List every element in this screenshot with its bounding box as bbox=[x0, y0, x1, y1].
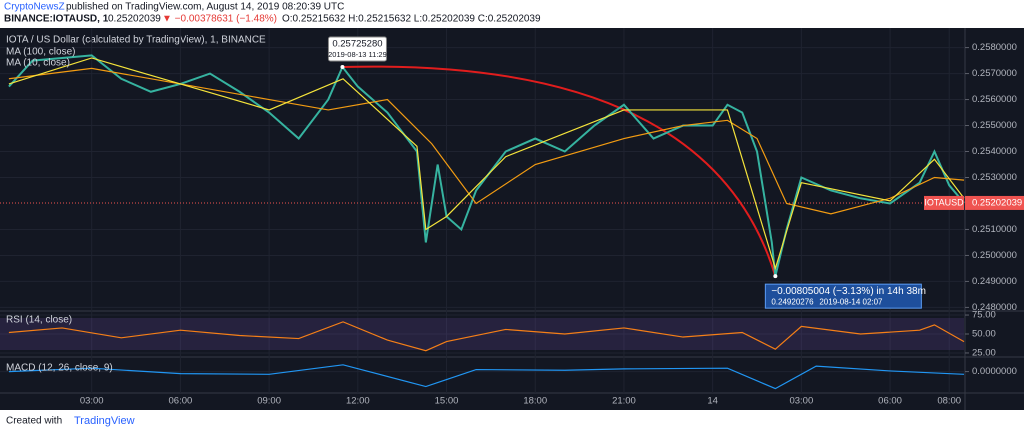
legend-entry: MA (100, close) bbox=[6, 47, 75, 58]
ohlc: O:0.25215632 H:0.25215632 L:0.25202039 C… bbox=[282, 14, 541, 25]
y-tick-label: 0.2500000 bbox=[972, 250, 1017, 261]
price-tag-value: 0.25202039 bbox=[972, 197, 1022, 208]
x-tick-label: 03:00 bbox=[80, 396, 104, 407]
x-tick-label: 09:00 bbox=[257, 396, 281, 407]
peak-point bbox=[340, 65, 345, 70]
y-tick-label: 0.2530000 bbox=[972, 172, 1017, 183]
footer-brand[interactable]: TradingView bbox=[74, 415, 135, 427]
legend-entry: MACD (12, 26, close, 9) bbox=[6, 363, 113, 374]
low-point bbox=[773, 274, 778, 279]
y-tick-label: 75.00 bbox=[972, 310, 996, 321]
change: ▼ −0.00378631 (−1.48%) bbox=[162, 14, 277, 25]
published: published on TradingView.com, August 14,… bbox=[66, 2, 344, 13]
legend-entry: RSI (14, close) bbox=[6, 315, 72, 326]
price-tag-value-box bbox=[965, 195, 1024, 210]
legend-entry: MA (10, close) bbox=[6, 58, 70, 69]
y-tick-label: 0.0000000 bbox=[972, 366, 1017, 377]
footer-created: Created with bbox=[6, 416, 62, 427]
series-line bbox=[8, 54, 965, 277]
range-time: 2019-08-14 02:07 bbox=[819, 297, 883, 306]
series-line bbox=[8, 321, 965, 352]
y-tick-label: 0.2490000 bbox=[972, 276, 1017, 287]
series-line bbox=[8, 57, 965, 271]
y-tick-label: 0.2480000 bbox=[972, 302, 1017, 313]
range-text: −0.00805004 (−3.13%) in 14h 38m bbox=[771, 286, 926, 297]
peak-box bbox=[327, 36, 387, 62]
y-tick-label: 0.2580000 bbox=[972, 42, 1017, 53]
measure-arc bbox=[342, 65, 777, 277]
x-tick-label: 08:00 bbox=[937, 396, 961, 407]
y-tick-label: 50.00 bbox=[972, 329, 996, 340]
range-low: 0.24920276 bbox=[771, 297, 814, 306]
peak-label: 0.25725280 bbox=[332, 39, 382, 50]
y-tick-label: 25.00 bbox=[972, 347, 996, 358]
price-tag-box bbox=[924, 195, 964, 210]
publisher[interactable]: CryptoNewsZ bbox=[4, 2, 65, 13]
y-tick-label: 0.2510000 bbox=[972, 224, 1017, 235]
peak-time: 2019-08-13 11:29 bbox=[328, 50, 387, 59]
x-tick-label: 18:00 bbox=[523, 396, 547, 407]
y-tick-label: 0.2540000 bbox=[972, 146, 1017, 157]
chart-background bbox=[0, 28, 1024, 410]
x-tick-label: 06:00 bbox=[878, 396, 902, 407]
price-tag-symbol: IOTAUSD bbox=[924, 197, 964, 207]
series-line bbox=[8, 364, 965, 390]
symbol: BINANCE:IOTAUSD, 1 bbox=[4, 14, 109, 25]
x-tick-label: 14 bbox=[707, 396, 718, 407]
series-line bbox=[8, 67, 965, 215]
range-box bbox=[764, 283, 922, 309]
x-tick-label: 06:00 bbox=[169, 396, 193, 407]
y-tick-label: 0.2550000 bbox=[972, 120, 1017, 131]
y-tick-label: 0.2560000 bbox=[972, 94, 1017, 105]
x-tick-label: 21:00 bbox=[612, 396, 636, 407]
x-tick-label: 15:00 bbox=[435, 396, 459, 407]
chart-title: IOTA / US Dollar (calculated by TradingV… bbox=[6, 35, 266, 46]
x-tick-label: 12:00 bbox=[346, 396, 370, 407]
y-tick-label: 0.2570000 bbox=[972, 68, 1017, 79]
last: 0.25202039 bbox=[108, 14, 161, 25]
x-tick-label: 03:00 bbox=[789, 396, 813, 407]
